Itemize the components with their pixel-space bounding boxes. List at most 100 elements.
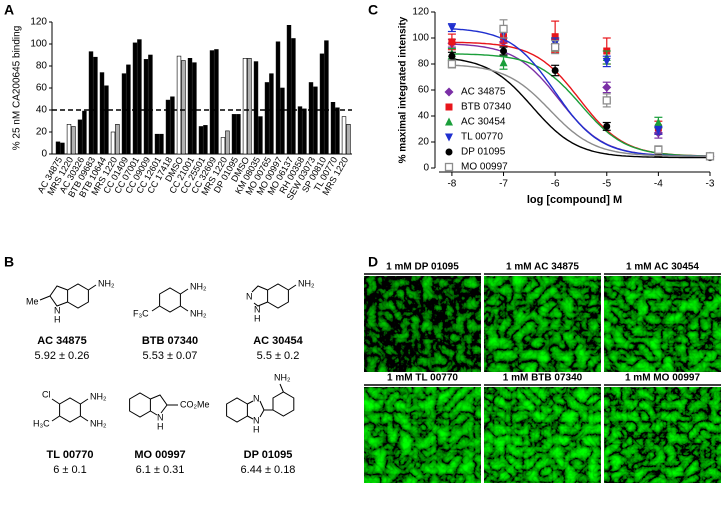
bar (166, 100, 170, 154)
bar (298, 107, 302, 154)
sem: 0.18 (274, 464, 295, 476)
micrograph-cells (484, 387, 601, 483)
pic50-value: 5.5±0.2 (257, 350, 300, 362)
atom: NH₂ (274, 372, 291, 382)
pm: ± (275, 350, 281, 362)
y-tick-label: 120 (30, 17, 47, 28)
marker (448, 38, 455, 45)
bar (182, 61, 186, 155)
legend-label: MO 00997 (461, 162, 508, 173)
x-tick-label: -8 (447, 179, 456, 190)
bar (309, 83, 313, 155)
bond (52, 399, 60, 404)
y-tick-label: 60 (36, 83, 48, 94)
legend-label: AC 30454 (461, 117, 506, 128)
bar (67, 124, 71, 154)
y-axis-label: % maximal integrated intensity (398, 16, 409, 163)
compound-name: MO 00997 (134, 449, 185, 461)
bar (292, 39, 296, 155)
y-tick-label: 40 (36, 105, 48, 116)
atom: NH₂ (190, 308, 207, 318)
marker (500, 48, 507, 55)
marker (602, 83, 611, 92)
sem: 0.07 (176, 350, 197, 362)
atom: NH₂ (190, 281, 207, 291)
micrograph-cells (364, 276, 481, 372)
marker (603, 58, 611, 66)
pic50: 6.1 (136, 464, 151, 476)
y-tick-label: 120 (412, 7, 429, 18)
y-tick-label: 100 (30, 39, 47, 50)
bond (152, 306, 160, 311)
bond (160, 288, 181, 312)
bar (265, 83, 269, 155)
atom: NH₂ (90, 418, 107, 428)
pic50: 5.5 (257, 350, 272, 362)
compound-name: TL 00770 (47, 449, 94, 461)
bond (50, 286, 68, 306)
y-tick-label: 20 (418, 137, 430, 148)
legend-marker (446, 104, 453, 111)
y-tick-label: 0 (41, 149, 47, 160)
sem: 0.26 (68, 350, 89, 362)
atom: N (253, 393, 260, 403)
atom: NH₂ (98, 278, 115, 288)
bond (68, 284, 89, 308)
bond (273, 392, 294, 416)
legend-marker (445, 88, 454, 97)
bar (122, 74, 126, 154)
atom: N (246, 291, 253, 301)
bar (314, 87, 318, 154)
micrograph-cells (604, 387, 721, 483)
pic50: 5.53 (143, 350, 164, 362)
pic50-value: 6±0.1 (53, 464, 86, 476)
pic50: 6 (53, 464, 59, 476)
bond (88, 285, 96, 290)
y-tick-label: 60 (418, 85, 430, 96)
legend-marker (446, 149, 453, 156)
micrograph-cells (484, 276, 601, 372)
atom: Cl (42, 389, 51, 399)
image-grid: 1 mM DP 010951 mM AC 348751 mM AC 304541… (364, 262, 721, 483)
bar (188, 58, 192, 154)
atom: H (254, 313, 261, 323)
y-tick-label: 80 (36, 61, 48, 72)
panel-letter: B (4, 254, 14, 270)
bar (155, 134, 159, 154)
atom: F₃C (133, 308, 149, 318)
bar (248, 58, 252, 154)
bar (105, 86, 109, 154)
legend-marker (446, 164, 453, 171)
compound-name: AC 34875 (37, 335, 87, 347)
atom: H (253, 424, 260, 434)
panel-letter: D (368, 254, 378, 270)
sem: 0.1 (71, 464, 86, 476)
bar (83, 111, 87, 154)
bar (111, 132, 115, 154)
pic50: 6.44 (241, 464, 262, 476)
bar (325, 41, 329, 154)
pm: ± (59, 350, 65, 362)
micrograph-cells (604, 276, 721, 372)
bond (268, 284, 289, 308)
bond (52, 416, 60, 421)
bar-chart: 020406080100120% 25 nM CA200645 bindingA… (12, 17, 352, 202)
bar (149, 55, 153, 154)
bar (254, 62, 258, 154)
bar (144, 59, 148, 154)
compound-name: BTB 07340 (142, 335, 198, 347)
y-tick-label: 100 (412, 33, 429, 44)
marker (603, 123, 610, 130)
bar (342, 117, 346, 154)
y-axis-label: % 25 nM CA200645 binding (12, 26, 23, 151)
legend-label: TL 00770 (461, 132, 503, 143)
bond (40, 296, 50, 300)
bond (280, 384, 283, 392)
bar (336, 108, 340, 154)
marker (707, 153, 714, 160)
compound-name: AC 30454 (253, 335, 303, 347)
y-tick-label: 20 (36, 127, 48, 138)
bar (160, 134, 164, 154)
atom: H₃C (33, 418, 50, 428)
